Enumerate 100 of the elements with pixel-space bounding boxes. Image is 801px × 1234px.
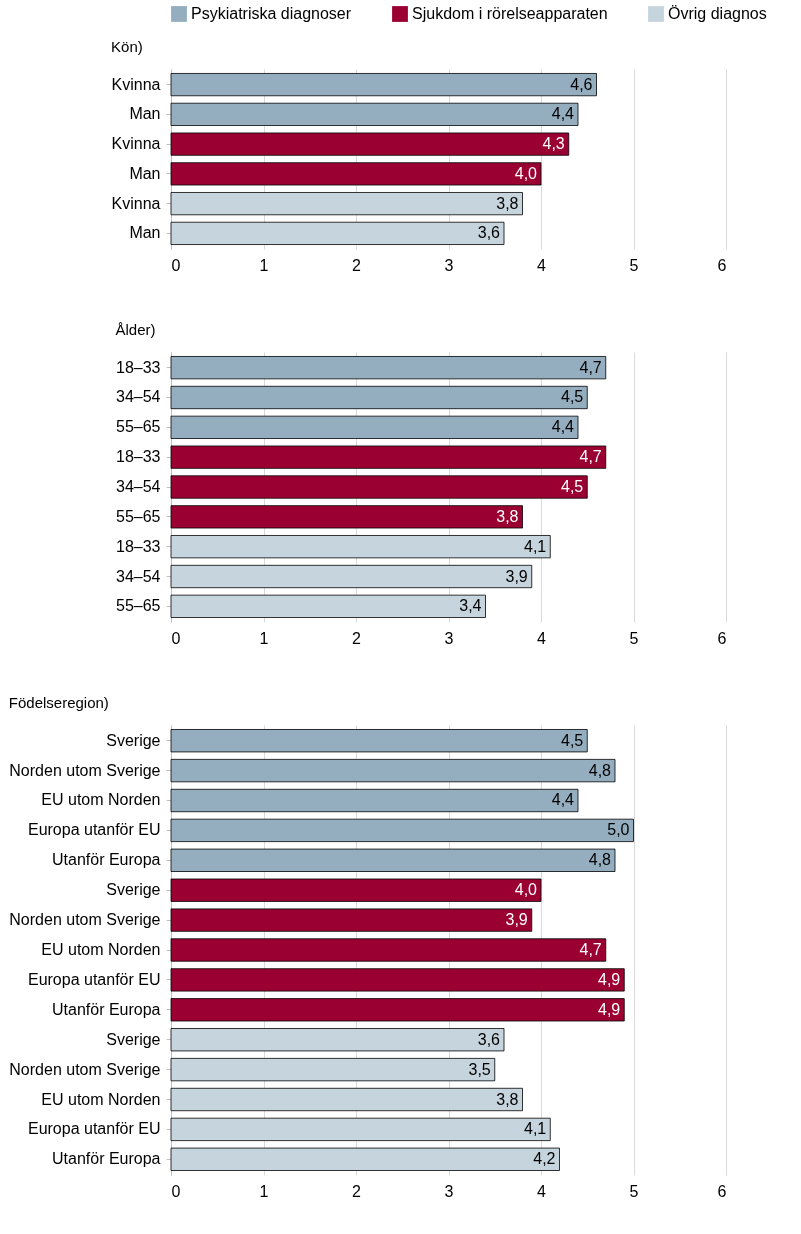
data-label: 3,4 (459, 597, 482, 615)
bar (170, 729, 588, 753)
x-tick-label: 3 (444, 629, 454, 647)
data-label: 4,1 (524, 537, 547, 555)
bar (170, 788, 579, 813)
data-label: 3,8 (496, 194, 519, 212)
bar (170, 1028, 505, 1052)
bar (170, 878, 542, 902)
data-label: 4,1 (524, 1120, 547, 1138)
x-tick-label: 5 (629, 256, 639, 274)
y-tick-label: 34–54 (116, 478, 161, 495)
x-tick-label: 4 (537, 629, 547, 647)
data-label: 4,4 (551, 105, 575, 123)
y-tick-label: Europa utanför EU (27, 821, 161, 839)
legend-label: Sjukdom i rörelseapparaten (412, 5, 608, 22)
data-label: 4,9 (598, 1000, 621, 1018)
y-tick-label: Kvinna (111, 135, 161, 153)
y-tick-label: Man (129, 164, 161, 182)
data-label: 4,8 (588, 761, 612, 779)
data-label: 4,7 (579, 358, 602, 376)
y-tick-label: 34–54 (116, 567, 161, 585)
x-tick-label: 4 (537, 1182, 547, 1200)
bar (170, 968, 625, 992)
bar (170, 998, 625, 1022)
data-label: 5,0 (607, 821, 630, 839)
y-tick-label: 34–54 (116, 388, 161, 406)
y-tick-label: Norden utom Sverige (9, 911, 161, 929)
data-label: 4,0 (514, 164, 538, 182)
data-label: 4,8 (588, 851, 612, 869)
bar (170, 818, 634, 843)
data-label: 4,5 (561, 388, 584, 406)
legend-label: Övrig diagnos (668, 5, 767, 22)
x-tick-label: 3 (444, 256, 454, 274)
data-label: 3,9 (505, 567, 528, 585)
bar (170, 221, 505, 245)
data-label: 4,5 (561, 731, 584, 749)
bar (170, 908, 533, 932)
y-tick-label: 18–33 (116, 537, 161, 555)
y-tick-label: EU utom Norden (41, 791, 161, 809)
data-label: 3,9 (505, 911, 528, 929)
bar (170, 1117, 551, 1142)
x-tick-label: 3 (444, 1182, 454, 1200)
data-label: 4,9 (598, 970, 621, 988)
chart-title: Ålder) (115, 321, 156, 338)
y-tick-label: Norden utom Sverige (9, 761, 161, 779)
x-tick-label: 1 (259, 256, 269, 274)
bar (170, 192, 523, 216)
data-label: 4,5 (561, 478, 584, 495)
data-label: 4,2 (533, 1150, 556, 1168)
y-tick-label: Sverige (106, 731, 161, 749)
y-tick-label: Man (129, 224, 161, 242)
data-label: 3,5 (468, 1060, 491, 1078)
x-tick-label: 1 (259, 629, 269, 647)
y-tick-label: Sverige (106, 1030, 161, 1048)
y-tick-label: Utanför Europa (51, 851, 161, 869)
x-tick-label: 6 (717, 256, 727, 274)
x-tick-label: 5 (629, 629, 639, 647)
bar (170, 1087, 523, 1112)
bar (170, 1147, 560, 1171)
x-tick-label: 2 (352, 256, 362, 274)
bar (170, 102, 579, 126)
data-label: 3,6 (477, 224, 501, 242)
x-tick-label: 6 (717, 1182, 727, 1200)
data-label: 4,4 (551, 418, 575, 436)
y-tick-label: Kvinna (111, 75, 161, 93)
y-tick-label: Europa utanför EU (27, 970, 161, 988)
y-tick-label: 55–65 (116, 597, 161, 615)
bar (170, 162, 542, 186)
x-tick-label: 4 (537, 256, 547, 274)
y-tick-label: 18–33 (116, 358, 161, 376)
x-tick-label: 0 (171, 1182, 181, 1200)
y-tick-label: EU utom Norden (41, 941, 161, 958)
data-label: 3,8 (496, 507, 519, 525)
bar (170, 1057, 496, 1082)
data-label: 4,7 (579, 448, 602, 466)
bar (170, 73, 597, 97)
x-tick-label: 2 (352, 629, 362, 647)
y-tick-label: Utanför Europa (51, 1150, 161, 1168)
x-tick-label: 2 (352, 1182, 362, 1200)
data-label: 3,6 (477, 1030, 501, 1048)
x-tick-label: 0 (171, 256, 181, 274)
x-tick-label: 0 (171, 629, 181, 647)
bar (170, 758, 616, 783)
y-tick-label: Man (129, 105, 161, 123)
legend-label: Psykiatriska diagnoser (191, 5, 352, 22)
x-tick-label: 6 (717, 629, 727, 647)
y-tick-label: Kvinna (111, 194, 161, 212)
y-tick-label: 18–33 (116, 448, 161, 466)
data-label: 4,7 (579, 941, 602, 958)
y-tick-label: Sverige (106, 881, 161, 899)
data-label: 4,3 (542, 135, 565, 153)
y-tick-label: 55–65 (116, 507, 161, 525)
data-label: 3,8 (496, 1090, 519, 1108)
y-tick-label: Norden utom Sverige (9, 1060, 161, 1078)
x-tick-label: 5 (629, 1182, 639, 1200)
bar (170, 848, 616, 872)
data-label: 4,4 (551, 791, 575, 809)
chart-title: Kön) (111, 38, 143, 55)
data-label: 4,0 (514, 881, 538, 899)
chart-title: Födelseregion) (8, 694, 109, 711)
